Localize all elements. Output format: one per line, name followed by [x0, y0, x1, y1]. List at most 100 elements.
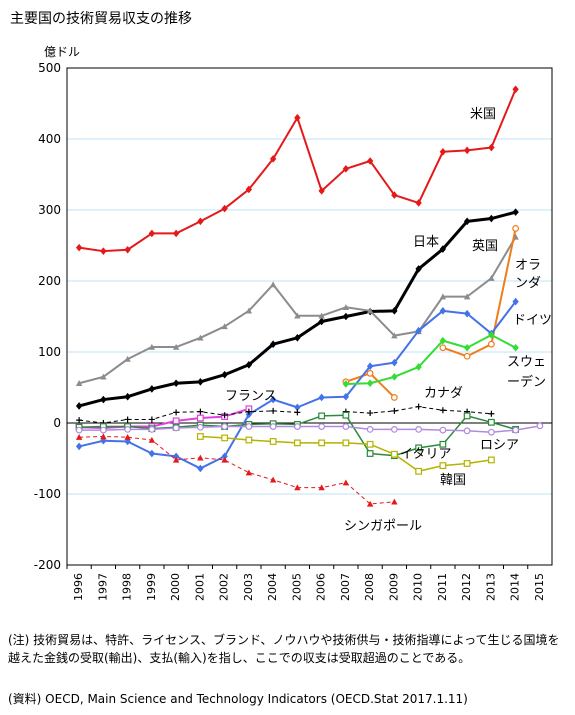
data-point: [415, 363, 422, 371]
data-point: [391, 332, 398, 339]
x-tick-label: 2006: [315, 573, 328, 601]
data-point: [148, 343, 156, 350]
data-point: [512, 297, 519, 306]
data-point: [366, 440, 374, 448]
data-point: [463, 217, 471, 226]
data-point: [342, 392, 350, 401]
data-point: [439, 344, 447, 352]
x-tick-label: 2003: [242, 573, 255, 601]
series-lines: [75, 85, 544, 507]
data-point: [196, 423, 204, 431]
x-tick-label: 1997: [96, 573, 109, 601]
series-11: [75, 433, 398, 507]
y-tick-label: 100: [38, 345, 61, 359]
data-point: [415, 199, 422, 207]
x-tick-label: 2009: [387, 573, 400, 601]
data-point: [342, 411, 350, 419]
data-point: [439, 407, 446, 414]
series-label: ンダ: [515, 276, 541, 291]
data-point: [487, 428, 495, 436]
data-point: [318, 423, 326, 430]
data-point: [318, 317, 325, 326]
data-point: [221, 434, 229, 442]
data-point: [148, 425, 156, 433]
data-point: [172, 424, 180, 432]
data-point: [148, 436, 156, 443]
x-tick-label: 2015: [533, 573, 546, 601]
data-point: [75, 243, 83, 252]
series-label: 日本: [413, 235, 439, 250]
series-label: ロシア: [480, 438, 519, 453]
y-tick-label: 500: [38, 61, 61, 75]
data-point: [75, 402, 83, 410]
series-label: カナダ: [424, 386, 463, 401]
data-point: [75, 434, 83, 440]
data-point: [415, 403, 422, 410]
data-point: [221, 370, 228, 379]
x-tick-label: 2008: [363, 573, 376, 601]
chart-note: (注) 技術貿易は、特許、ライセンス、ブランド、ノウハウや技術供与・技術指導によ…: [8, 633, 560, 665]
data-point: [196, 414, 204, 422]
data-point: [269, 476, 277, 483]
data-point: [463, 309, 471, 318]
data-point: [100, 395, 107, 404]
x-tick-label: 1996: [72, 573, 85, 601]
data-point: [269, 395, 277, 404]
series-label: 韓国: [440, 473, 466, 488]
data-point: [391, 498, 398, 505]
data-point: [293, 439, 301, 447]
data-point: [512, 85, 519, 94]
data-point: [245, 185, 253, 194]
data-point: [318, 412, 326, 420]
y-tick-label: -200: [34, 558, 61, 572]
data-point: [197, 334, 204, 341]
data-point: [245, 307, 253, 314]
series-line: [79, 425, 541, 433]
data-point: [197, 408, 204, 415]
data-point: [439, 307, 447, 315]
x-tick-label: 2002: [218, 573, 231, 601]
data-point: [148, 449, 156, 458]
data-point: [318, 484, 325, 491]
data-point: [269, 423, 277, 430]
data-point: [512, 225, 520, 232]
series-7: [76, 403, 495, 426]
x-tick-label: 2013: [484, 573, 497, 601]
chart-source: (資料) OECD, Main Science and Technology I…: [8, 692, 468, 706]
data-point: [342, 312, 350, 321]
series-1: [75, 208, 519, 410]
series-2: [75, 233, 519, 386]
data-point: [197, 454, 204, 461]
data-point: [294, 403, 301, 412]
data-point: [269, 155, 277, 163]
series-label: ーデン: [507, 374, 546, 390]
data-point: [439, 147, 447, 156]
data-point: [366, 500, 374, 507]
series-label: スウェ: [507, 355, 546, 370]
data-point: [390, 425, 398, 433]
data-point: [439, 336, 447, 345]
line-chart: 億ドル -200 -100 0 100 200 300 400 500 1996 1997 1998…: [34, 45, 553, 601]
x-tick-label: 2014: [509, 573, 522, 601]
series-line: [78, 236, 517, 385]
data-point: [342, 423, 350, 430]
x-tick-label: 2012: [460, 573, 473, 601]
data-point: [75, 442, 83, 451]
data-point: [439, 426, 447, 434]
data-point: [488, 410, 495, 417]
series-line: [78, 210, 517, 408]
data-point: [512, 343, 519, 352]
x-tick-label: 2010: [412, 573, 425, 601]
series-line: [79, 407, 250, 429]
data-point: [463, 412, 471, 420]
data-point: [221, 323, 228, 330]
data-point: [172, 229, 180, 238]
y-tick-label: 200: [38, 274, 61, 288]
x-tick-label: 2001: [193, 573, 206, 601]
data-point: [512, 426, 520, 434]
series-line: [345, 333, 517, 385]
data-point: [342, 304, 350, 310]
data-point: [415, 467, 423, 475]
data-point: [366, 157, 374, 165]
